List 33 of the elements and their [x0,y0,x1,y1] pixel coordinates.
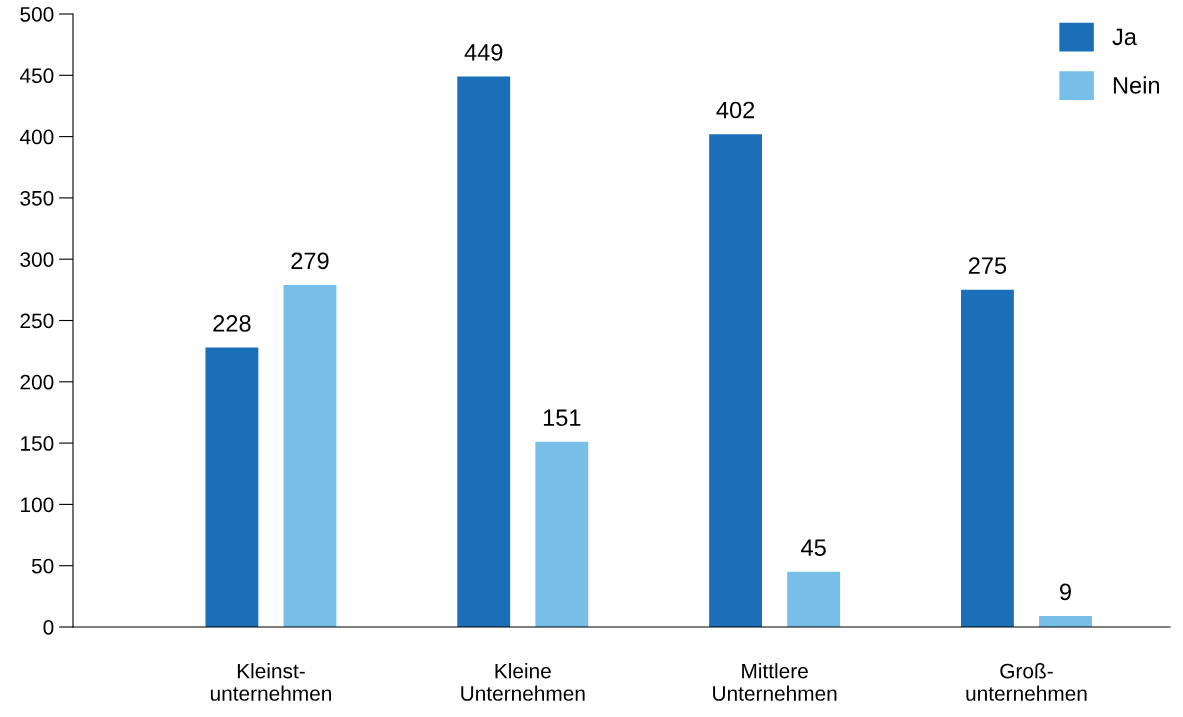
data-label: 45 [801,539,826,557]
legend-label: Nein [1113,76,1160,94]
x-tick-label: Groß- unternehmen [966,663,1087,701]
legend-label: Ja [1112,28,1137,46]
y-tick-label: 350 [20,190,54,206]
bar [787,571,841,627]
y-tick-label: 200 [20,374,54,390]
y-tick-label: 150 [21,436,54,451]
y-tick-label: 50 [31,558,54,574]
bar [283,284,337,627]
bar [535,441,589,627]
y-tick-label: 0 [43,620,54,635]
y-tick-label: 300 [20,252,54,267]
y-tick-label: 450 [19,68,54,84]
data-label: 449 [464,44,503,61]
bar [1039,615,1092,627]
bar [709,134,763,627]
x-tick-label: Kleine Unternehmen [461,663,585,701]
y-tick-label: 100 [21,497,54,513]
bar [960,289,1014,627]
data-label: 275 [968,257,1007,275]
x-tick-label: Mittlere Unternehmen [713,663,837,701]
bar [205,347,259,627]
data-label: 228 [213,314,251,332]
y-tick-label: 250 [20,313,54,329]
data-label: 151 [543,409,581,427]
y-tick-label: 400 [19,129,54,145]
x-tick-label: Kleinst- unternehmen [210,663,331,701]
data-label: 9 [1060,583,1071,601]
bar [457,76,511,627]
y-tick-label: 500 [20,7,54,22]
data-label: 279 [291,252,329,270]
data-label: 402 [716,101,755,119]
